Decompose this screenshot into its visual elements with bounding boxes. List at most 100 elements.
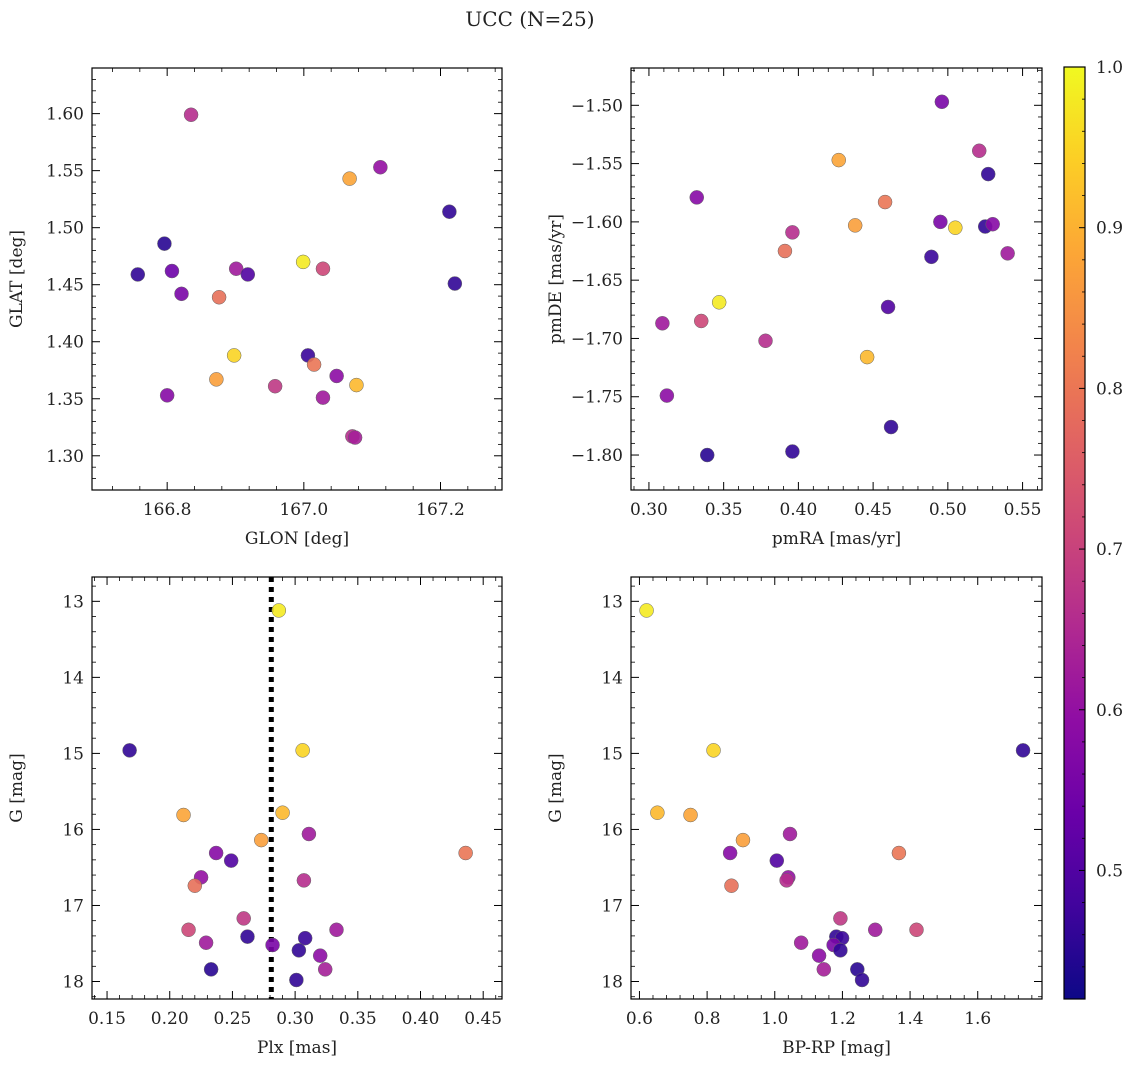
data-point [347, 430, 363, 445]
x-tick-label: 0.6 [626, 1009, 653, 1029]
x-tick-label: 0.30 [276, 1009, 314, 1029]
figure-title: UCC (N=25) [465, 7, 594, 31]
data-point [769, 853, 785, 868]
y-tick-label: 18 [62, 973, 84, 993]
data-point [122, 743, 137, 758]
data-point [342, 171, 357, 186]
data-point [777, 243, 793, 259]
y-axis-label: GLAT [deg] [7, 230, 27, 328]
data-point [295, 743, 310, 758]
plot-frame [630, 67, 1043, 491]
colorbar-tick-label: 0.8 [1096, 379, 1123, 399]
data-point [689, 190, 705, 205]
plot-frame [91, 576, 503, 1000]
data-point [883, 419, 899, 435]
x-tick-label: 0.50 [929, 500, 967, 520]
data-point [659, 388, 675, 403]
data-point [735, 832, 751, 848]
data-point [1000, 246, 1015, 261]
data-point [877, 194, 893, 210]
data-point [831, 152, 846, 168]
data-point [447, 276, 463, 291]
x-tick-label: 0.45 [464, 1009, 502, 1029]
data-point [816, 962, 832, 977]
x-axis-label: pmRA [mas/yr] [772, 529, 901, 549]
data-point [289, 972, 304, 988]
data-point [275, 805, 290, 820]
data-point [859, 349, 875, 365]
y-tick-label: 1.30 [46, 447, 84, 467]
data-point [639, 603, 654, 618]
data-point [833, 943, 848, 958]
panel-glon_glat: 166.8 167.0 167.2 1.30 1.35 1.40 1.45 1.50 1.55 1… [7, 67, 503, 549]
y-tick-label: 1.50 [46, 219, 84, 239]
colorbar: 0.5 0.6 0.7 0.8 0.9 1.0 [1063, 58, 1123, 1000]
data-point [373, 159, 388, 175]
data-point [211, 289, 227, 305]
data-point [315, 390, 331, 405]
data-point [157, 236, 172, 251]
data-point [236, 911, 251, 926]
plot-frame [630, 576, 1043, 1000]
data-point [793, 935, 809, 950]
x-tick-label: 0.35 [705, 500, 743, 520]
data-point [683, 807, 698, 823]
data-point [934, 94, 950, 110]
x-tick-label: 0.35 [339, 1009, 377, 1029]
data-point [265, 937, 280, 953]
data-point [779, 873, 794, 888]
y-tick-label: 15 [62, 744, 84, 764]
data-point [254, 832, 269, 848]
data-point [228, 261, 244, 276]
x-tick-label: 167.0 [279, 500, 328, 520]
plot-frame [91, 67, 503, 491]
data-point [655, 316, 670, 331]
data-point [811, 948, 827, 963]
data-point [291, 943, 307, 958]
panel-bprp_g: 0.6 0.8 1.0 1.2 1.4 1.6 13 14 15 16 17 18 BP-RP [mag… [546, 576, 1043, 1058]
data-point [758, 333, 773, 349]
colorbar-bar [1063, 66, 1086, 1000]
data-point [706, 743, 721, 758]
x-tick-label: 0.20 [151, 1009, 189, 1029]
x-tick-label: 0.25 [213, 1009, 251, 1029]
y-axis-label: G [mag] [7, 753, 27, 822]
data-point [208, 845, 224, 861]
data-point [909, 922, 924, 938]
data-point [130, 267, 146, 282]
y-tick-label: 16 [62, 820, 84, 840]
x-axis-label: Plx [mas] [257, 1038, 337, 1058]
data-point [176, 807, 191, 823]
y-axis-label: G [mag] [546, 753, 566, 822]
data-point [442, 204, 457, 219]
x-tick-label: 0.40 [402, 1009, 440, 1029]
y-tick-label: −1.50 [571, 96, 623, 116]
y-tick-label: 18 [601, 973, 623, 993]
y-tick-label: 15 [601, 744, 623, 764]
y-tick-label: 14 [601, 668, 623, 688]
data-point [891, 845, 907, 861]
data-point [181, 922, 196, 938]
data-point [295, 254, 311, 270]
data-point [187, 878, 203, 893]
data-point [301, 826, 317, 842]
x-tick-label: 1.4 [897, 1009, 924, 1029]
colorbar-tick-label: 0.5 [1096, 861, 1123, 881]
data-point [833, 911, 848, 926]
y-tick-label: 16 [601, 820, 623, 840]
data-point [458, 845, 473, 861]
y-tick-label: −1.60 [571, 213, 623, 233]
y-tick-label: 17 [62, 896, 84, 916]
data-point [198, 935, 214, 950]
data-point [711, 295, 727, 310]
data-point [223, 853, 239, 868]
x-tick-label: 0.15 [88, 1009, 126, 1029]
data-point [1015, 743, 1031, 758]
y-tick-label: 1.35 [46, 390, 84, 410]
panel-plx_g: 0.15 0.20 0.25 0.30 0.35 0.40 0.45 13 14 15 16 17 18… [7, 576, 503, 1058]
data-point [854, 972, 870, 988]
x-tick-label: 0.55 [1004, 500, 1042, 520]
colorbar-tick-label: 0.9 [1096, 219, 1123, 239]
data-point [980, 166, 996, 182]
data-point [296, 873, 312, 888]
